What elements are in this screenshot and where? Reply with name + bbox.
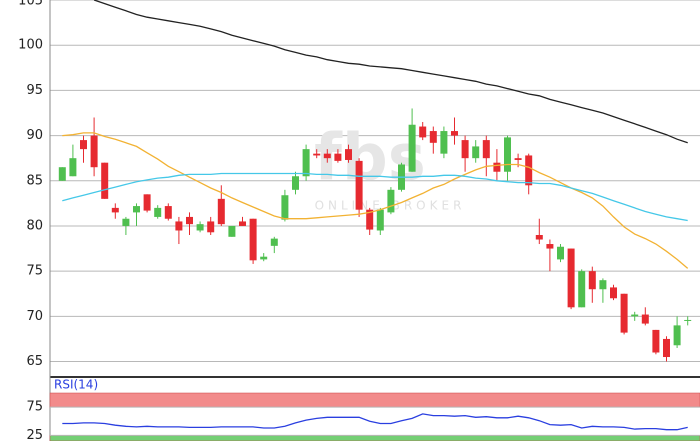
candle-body: [154, 207, 162, 217]
y-tick-label: 80: [26, 218, 43, 233]
line-series: [62, 413, 688, 431]
rsi-band: [49, 435, 700, 441]
candle-body: [588, 271, 596, 290]
y-tick-label: 100: [18, 38, 43, 53]
candle-body: [482, 140, 490, 159]
y-tick-label: 70: [26, 309, 43, 324]
candle-body: [567, 248, 575, 308]
candle-body: [292, 176, 299, 190]
candle-body: [429, 131, 437, 143]
candle-body: [175, 221, 183, 231]
y-tick-label: 95: [26, 83, 43, 98]
candle-body: [164, 206, 172, 219]
line-series: [62, 132, 689, 269]
candle-body: [610, 287, 617, 299]
y-tick-label: 75: [26, 264, 43, 279]
candle-body: [663, 338, 670, 358]
candle-body: [673, 325, 681, 346]
watermark-group: fbs ONLINE BROKER: [314, 122, 461, 213]
y-tick-label: 25: [26, 428, 43, 441]
candle-body: [376, 209, 384, 231]
candle-body: [514, 158, 522, 160]
candle-body: [249, 218, 257, 261]
candle-body: [557, 246, 564, 260]
candle-body: [652, 329, 660, 353]
candle-body: [355, 160, 363, 210]
candle-body: [578, 271, 586, 308]
candle-body: [111, 207, 119, 213]
rsi-title: RSI(14): [54, 378, 98, 392]
candle-body: [419, 126, 427, 138]
candle-body: [440, 131, 448, 154]
candle-body: [461, 140, 469, 159]
candle-body: [641, 314, 649, 324]
candle-body: [217, 198, 225, 225]
candle-body: [58, 167, 66, 181]
candle-body: [133, 206, 140, 213]
y-tick-label: 65: [26, 354, 43, 369]
candle-body: [535, 235, 543, 240]
candle-body: [493, 162, 501, 172]
candle-body: [387, 189, 395, 213]
candle-body: [408, 124, 416, 172]
line-series: [93, 0, 688, 144]
candle-body: [196, 224, 204, 231]
y-tick-label: 85: [26, 173, 43, 188]
plot-area: [50, 0, 700, 376]
candle-body: [631, 314, 639, 317]
candle-body: [122, 218, 130, 226]
y-tick-label: 75: [26, 400, 43, 415]
rsi-band: [49, 392, 700, 408]
candle-body: [207, 221, 215, 233]
candle-body: [323, 153, 331, 159]
candle-body: [546, 244, 554, 249]
candle-body: [620, 293, 628, 333]
candle-body: [80, 140, 87, 150]
candle-body: [472, 146, 480, 159]
candle-body: [69, 158, 77, 177]
candle-body: [281, 195, 289, 220]
y-tick-label: 90: [26, 128, 43, 143]
candle-body: [260, 256, 268, 260]
candle-body: [504, 137, 511, 172]
candle-body: [186, 216, 193, 225]
candle-body: [302, 149, 310, 177]
candle-body: [90, 135, 98, 168]
candle-body: [334, 153, 342, 161]
candle-body: [599, 280, 607, 290]
candle-body: [684, 319, 692, 321]
candle-body: [101, 162, 109, 199]
candle-body: [228, 225, 236, 237]
line-series: [62, 172, 688, 222]
candle-body: [345, 149, 352, 160]
watermark: fbs: [314, 122, 426, 196]
candle-body: [525, 155, 533, 186]
candle-body: [451, 131, 458, 136]
candle-body: [313, 153, 321, 156]
candle-body: [270, 238, 278, 246]
y-tick-label: 105: [18, 0, 43, 9]
candle-body: [239, 221, 246, 226]
candle-body: [143, 194, 151, 211]
candle-body: [366, 209, 374, 230]
